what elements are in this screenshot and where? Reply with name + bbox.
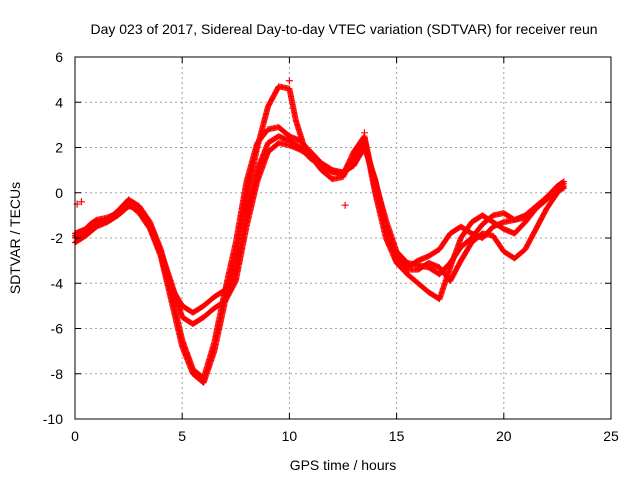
data-point-trace-d — [559, 183, 566, 190]
tick-layer: 0 5 10 15 20 25 -10 -8 -6 -4 -2 0 2 4 6 — [43, 49, 619, 444]
x-tick-label: 0 — [71, 428, 79, 444]
y-tick-label: 0 — [55, 185, 63, 201]
grid-layer — [75, 57, 611, 419]
data-point-outlier — [341, 201, 349, 209]
y-tick-label: -2 — [51, 230, 64, 246]
x-tick-label: 20 — [496, 428, 512, 444]
y-tick-label: -10 — [43, 411, 63, 427]
x-tick-label: 15 — [389, 428, 405, 444]
plot-frame — [74, 56, 612, 420]
y-tick-label: -6 — [51, 321, 64, 337]
y-tick-label: 6 — [55, 49, 63, 65]
x-tick-label: 25 — [603, 428, 619, 444]
x-tick-label: 5 — [178, 428, 186, 444]
data-point-outlier — [360, 129, 368, 137]
data-point-outlier — [285, 77, 293, 85]
x-axis-label: GPS time / hours — [290, 457, 397, 473]
y-tick-label: 4 — [55, 94, 63, 110]
data-point-outlier — [77, 198, 85, 206]
x-tick-label: 10 — [282, 428, 298, 444]
chart-title: Day 023 of 2017, Sidereal Day-to-day VTE… — [90, 21, 597, 37]
y-tick-label: -4 — [51, 275, 64, 291]
data-layer — [72, 77, 567, 386]
data-point-trace-d — [560, 182, 567, 189]
y-tick-label: 2 — [55, 140, 63, 156]
y-tick-label: -8 — [51, 366, 64, 382]
y-axis-label: SDTVAR / TECUs — [7, 182, 23, 294]
